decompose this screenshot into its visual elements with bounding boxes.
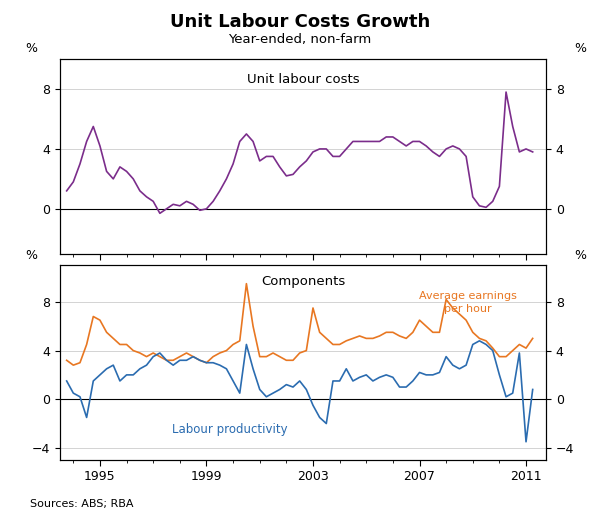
Text: Average earnings
per hour: Average earnings per hour bbox=[419, 291, 517, 314]
Y-axis label: %: % bbox=[25, 248, 37, 262]
Text: Labour productivity: Labour productivity bbox=[172, 423, 287, 436]
Y-axis label: %: % bbox=[25, 42, 37, 55]
Text: Components: Components bbox=[261, 275, 345, 288]
Text: Year-ended, non-farm: Year-ended, non-farm bbox=[229, 33, 371, 46]
Text: Unit Labour Costs Growth: Unit Labour Costs Growth bbox=[170, 13, 430, 31]
Y-axis label: %: % bbox=[574, 42, 586, 55]
Text: Sources: ABS; RBA: Sources: ABS; RBA bbox=[30, 499, 133, 509]
Y-axis label: %: % bbox=[574, 248, 586, 262]
Text: Unit labour costs: Unit labour costs bbox=[247, 73, 359, 86]
